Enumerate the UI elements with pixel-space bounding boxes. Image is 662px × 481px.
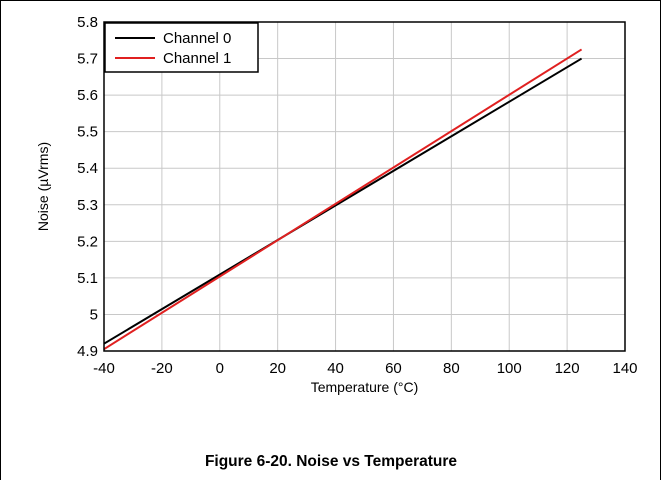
x-tick-label: 100 bbox=[497, 360, 522, 377]
y-tick-label: 5.2 bbox=[77, 233, 98, 250]
legend: Channel 0 Channel 1 bbox=[104, 22, 259, 73]
figure-caption: Figure 6-20. Noise vs Temperature bbox=[204, 453, 458, 470]
y-tick-label: 5.7 bbox=[77, 51, 98, 68]
x-tick-label: 60 bbox=[385, 360, 402, 377]
tick-labels: -40 -20 0 20 40 60 80 100 120 140 4.9 5 5.1 5.2 5.3 5.4… bbox=[77, 14, 637, 377]
x-tick-label: 80 bbox=[443, 360, 460, 377]
series-layer bbox=[103, 48, 583, 351]
series-line-channel-0 bbox=[103, 57, 583, 345]
x-tick-label: 140 bbox=[612, 360, 637, 377]
x-tick-label: 120 bbox=[555, 360, 580, 377]
plot-area-border bbox=[103, 21, 626, 352]
x-tick-label: 40 bbox=[327, 360, 344, 377]
legend-box bbox=[104, 22, 259, 73]
legend-label: Channel 0 bbox=[163, 30, 231, 47]
y-axis-label: Noise (µVrms) bbox=[35, 142, 51, 231]
y-tick-label: 5.3 bbox=[77, 197, 98, 214]
chart-grid bbox=[104, 22, 625, 351]
y-tick-label: 5.4 bbox=[77, 160, 98, 177]
series-line-channel-1 bbox=[103, 48, 583, 351]
x-tick-label: -40 bbox=[93, 360, 115, 377]
y-tick-label: 5 bbox=[90, 306, 98, 323]
x-axis-label: Temperature (°C) bbox=[311, 379, 419, 395]
y-tick-label: 5.8 bbox=[77, 14, 98, 31]
y-tick-label: 5.1 bbox=[77, 270, 98, 287]
x-tick-label: 20 bbox=[269, 360, 286, 377]
y-tick-label: 5.5 bbox=[77, 124, 98, 141]
x-tick-label: 0 bbox=[216, 360, 224, 377]
y-tick-label: 5.6 bbox=[77, 87, 98, 104]
noise-vs-temperature-chart: -40 -20 0 20 40 60 80 100 120 140 4.9 5 5.1 5.2 5.3 5.4… bbox=[35, 14, 638, 395]
x-tick-label: -20 bbox=[151, 360, 173, 377]
y-tick-label: 4.9 bbox=[77, 343, 98, 360]
legend-label: Channel 1 bbox=[163, 50, 231, 67]
